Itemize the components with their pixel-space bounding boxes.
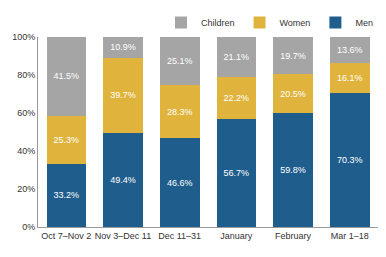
svg-text:January: January bbox=[220, 231, 253, 241]
svg-text:Mar 1–18: Mar 1–18 bbox=[331, 231, 369, 241]
svg-text:40%: 40% bbox=[17, 146, 35, 156]
svg-text:19.7%: 19.7% bbox=[280, 51, 306, 61]
svg-text:100%: 100% bbox=[12, 32, 35, 42]
svg-text:28.3%: 28.3% bbox=[167, 107, 193, 117]
svg-text:13.6%: 13.6% bbox=[337, 45, 363, 55]
svg-text:10.9%: 10.9% bbox=[110, 42, 136, 52]
svg-text:16.1%: 16.1% bbox=[337, 73, 363, 83]
svg-text:Children: Children bbox=[201, 18, 235, 28]
svg-text:39.7%: 39.7% bbox=[110, 90, 136, 100]
svg-text:25.1%: 25.1% bbox=[167, 56, 193, 66]
svg-text:70.3%: 70.3% bbox=[337, 155, 363, 165]
svg-text:21.1%: 21.1% bbox=[224, 52, 250, 62]
svg-text:Women: Women bbox=[280, 18, 311, 28]
svg-text:20.5%: 20.5% bbox=[280, 89, 306, 99]
svg-text:Oct 7–Nov 2: Oct 7–Nov 2 bbox=[41, 231, 91, 241]
svg-text:25.3%: 25.3% bbox=[54, 135, 80, 145]
svg-text:22.2%: 22.2% bbox=[224, 93, 250, 103]
svg-text:33.2%: 33.2% bbox=[54, 190, 80, 200]
svg-text:20%: 20% bbox=[17, 184, 35, 194]
svg-text:Dec 11–31: Dec 11–31 bbox=[158, 231, 201, 241]
svg-text:59.8%: 59.8% bbox=[280, 165, 306, 175]
svg-text:56.7%: 56.7% bbox=[224, 168, 250, 178]
svg-text:Nov 3–Dec 11: Nov 3–Dec 11 bbox=[95, 231, 151, 241]
svg-text:0%: 0% bbox=[22, 222, 35, 232]
svg-text:41.5%: 41.5% bbox=[54, 71, 80, 81]
svg-text:60%: 60% bbox=[17, 108, 35, 118]
svg-text:February: February bbox=[275, 231, 312, 241]
svg-text:46.6%: 46.6% bbox=[167, 178, 193, 188]
svg-text:Men: Men bbox=[355, 18, 373, 28]
svg-text:49.4%: 49.4% bbox=[110, 175, 136, 185]
svg-text:80%: 80% bbox=[17, 70, 35, 80]
